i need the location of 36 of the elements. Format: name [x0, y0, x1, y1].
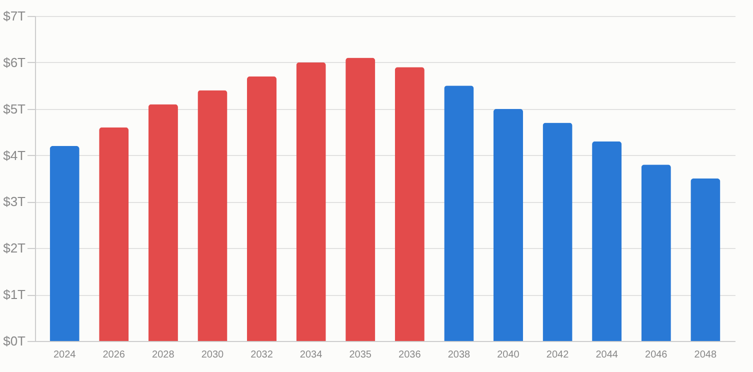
x-tick-label: 2034 [300, 350, 323, 360]
x-tick-label: 2030 [201, 350, 224, 360]
y-tick-label: $6T [3, 54, 26, 70]
x-tick-label: 2028 [152, 350, 175, 360]
y-tick-label: $5T [3, 101, 26, 116]
x-tick-label: 2036 [398, 350, 422, 360]
bar [198, 90, 228, 341]
x-tick-label: 2042 [546, 350, 570, 360]
x-tick-label: 2046 [645, 350, 668, 360]
y-tick-label: $4T [3, 148, 26, 163]
bar [690, 178, 720, 341]
y-tick-label: $1T [3, 287, 26, 302]
bar [641, 164, 671, 341]
bar [592, 141, 622, 341]
x-tick-label: 2048 [694, 350, 717, 360]
x-tick-label: 2032 [250, 350, 274, 360]
y-tick-label: $7T [3, 8, 26, 24]
x-tick-label: 2040 [497, 350, 520, 360]
bar [493, 108, 524, 341]
x-tick-label: 2044 [596, 350, 618, 360]
x-tick-label: 2026 [102, 350, 126, 360]
y-tick-label: $0T [3, 334, 26, 348]
x-tick-label: 2035 [349, 350, 372, 360]
y-tick-label: $2T [3, 240, 26, 256]
x-tick-label: 2024 [53, 350, 76, 360]
bar [50, 146, 80, 341]
bar [148, 104, 178, 341]
bar [394, 67, 424, 341]
bar [444, 86, 474, 341]
x-tick-label: 2038 [448, 350, 471, 360]
bar [99, 127, 129, 341]
bar [246, 76, 277, 341]
bar [296, 62, 326, 341]
bar [542, 122, 572, 341]
bar [346, 58, 376, 341]
y-tick-label: $3T [3, 194, 26, 210]
